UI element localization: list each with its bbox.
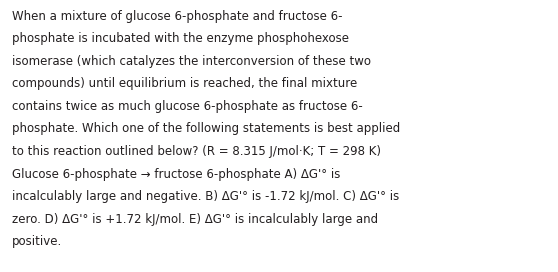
Text: positive.: positive. [12,235,62,248]
Text: Glucose 6-phosphate → fructose 6-phosphate A) ΔG'° is: Glucose 6-phosphate → fructose 6-phospha… [12,168,340,181]
Text: zero. D) ΔG'° is +1.72 kJ/mol. E) ΔG'° is incalculably large and: zero. D) ΔG'° is +1.72 kJ/mol. E) ΔG'° i… [12,213,378,226]
Text: incalculably large and negative. B) ΔG'° is -1.72 kJ/mol. C) ΔG'° is: incalculably large and negative. B) ΔG'°… [12,190,400,203]
Text: phosphate. Which one of the following statements is best applied: phosphate. Which one of the following st… [12,122,401,135]
Text: When a mixture of glucose 6-phosphate and fructose 6-: When a mixture of glucose 6-phosphate an… [12,10,343,23]
Text: isomerase (which catalyzes the interconversion of these two: isomerase (which catalyzes the interconv… [12,55,371,68]
Text: compounds) until equilibrium is reached, the final mixture: compounds) until equilibrium is reached,… [12,77,358,90]
Text: contains twice as much glucose 6-phosphate as fructose 6-: contains twice as much glucose 6-phospha… [12,100,363,113]
Text: to this reaction outlined below? (R = 8.315 J/mol·K; T = 298 K): to this reaction outlined below? (R = 8.… [12,145,381,158]
Text: phosphate is incubated with the enzyme phosphohexose: phosphate is incubated with the enzyme p… [12,32,349,45]
